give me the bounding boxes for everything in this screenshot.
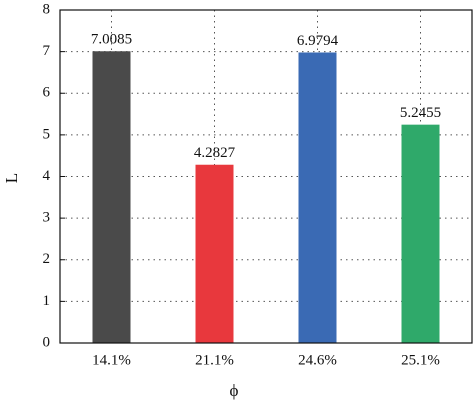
x-tick-label: 24.6% [298,352,337,368]
x-tick-label: 21.1% [195,352,234,368]
x-tick-label: 14.1% [92,352,131,368]
y-tick-label: 7 [43,43,51,59]
value-label: 6.9794 [297,33,339,49]
y-tick-label: 5 [43,126,51,142]
y-tick-label: 0 [43,334,51,350]
bar [195,164,234,343]
x-tick-label: 25.1% [401,352,440,368]
y-tick-label: 2 [43,251,51,267]
y-tick-label: 3 [43,210,51,226]
bar [92,51,131,344]
y-tick-label: 4 [43,168,51,184]
y-axis-label: L [2,173,21,183]
value-label: 7.0085 [91,32,132,48]
bar [401,124,440,343]
x-axis-label: ϕ [230,381,239,400]
y-tick-label: 6 [43,85,51,101]
y-tick-label: 1 [43,293,51,309]
plot-frame [59,9,473,344]
y-tick-label: 8 [43,1,51,17]
bar [298,52,337,343]
value-label: 5.2455 [400,105,441,121]
value-label: 4.2827 [194,145,236,161]
